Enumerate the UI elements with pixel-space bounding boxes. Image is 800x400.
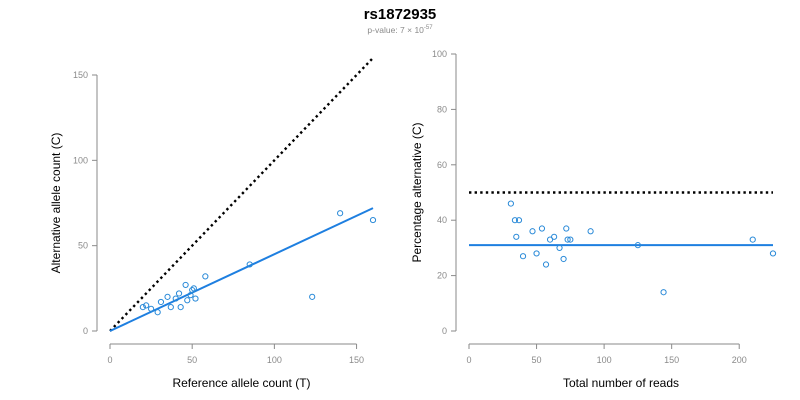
x-tick-label: 100 xyxy=(267,355,282,365)
data-point xyxy=(560,255,567,263)
data-point xyxy=(519,253,527,260)
x-tick-label: 0 xyxy=(466,355,471,365)
data-point xyxy=(147,305,155,312)
data-point xyxy=(157,298,165,306)
x-tick-label: 150 xyxy=(349,355,364,365)
data-point xyxy=(564,236,571,243)
y-tick-label: 150 xyxy=(73,70,88,80)
reference-line xyxy=(109,57,374,332)
data-point xyxy=(369,216,377,224)
y-tick-label: 50 xyxy=(78,241,88,251)
data-point xyxy=(143,302,150,309)
p-value-exponent: -57 xyxy=(424,25,433,31)
data-point xyxy=(246,261,253,268)
x-tick-label: 0 xyxy=(107,355,112,365)
data-point xyxy=(515,217,523,224)
data-point xyxy=(529,228,536,235)
data-point xyxy=(511,217,519,224)
chart-subtitle: p-value: 7 × 10-57 xyxy=(367,25,433,35)
y-tick-label: 100 xyxy=(73,155,88,165)
x-axis-title: Total number of reads xyxy=(563,376,679,390)
y-tick-label: 60 xyxy=(437,160,447,170)
data-point xyxy=(164,293,171,300)
data-point xyxy=(189,286,196,294)
data-point xyxy=(533,250,540,257)
x-tick-label: 150 xyxy=(664,355,679,365)
y-tick-label: 40 xyxy=(437,215,447,225)
data-point xyxy=(167,304,174,311)
y-tick-label: 0 xyxy=(442,326,447,336)
data-point xyxy=(567,236,574,243)
y-tick-label: 100 xyxy=(432,49,447,59)
x-tick-label: 200 xyxy=(732,355,747,365)
data-point xyxy=(507,200,514,207)
data-point xyxy=(542,261,550,268)
data-point xyxy=(749,236,756,243)
y-tick-label: 20 xyxy=(437,271,447,281)
data-point xyxy=(182,281,189,289)
data-point xyxy=(184,297,191,304)
data-point xyxy=(660,289,667,296)
data-point xyxy=(587,228,594,235)
data-point xyxy=(551,233,558,240)
data-point xyxy=(546,236,554,243)
fit-line xyxy=(109,207,374,332)
y-tick-label: 0 xyxy=(83,326,88,336)
y-axis-title: Alternative allele count (C) xyxy=(49,133,63,274)
data-point xyxy=(154,309,161,316)
percentage-alternative-scatter-panel: 0 20 40 60 80 100 0 50 100 150 200 Total number of … xyxy=(410,49,777,390)
data-point xyxy=(190,285,197,292)
data-point xyxy=(634,242,641,249)
data-point xyxy=(309,293,316,300)
data-point xyxy=(177,304,184,311)
data-point xyxy=(139,304,146,311)
data-point xyxy=(513,233,520,240)
y-axis-title: Percentage alternative (C) xyxy=(410,122,424,262)
x-axis-title: Reference allele count (T) xyxy=(172,376,310,390)
x-tick-label: 100 xyxy=(597,355,612,365)
data-point xyxy=(337,210,344,217)
x-tick-label: 50 xyxy=(532,355,542,365)
data-point xyxy=(202,273,209,280)
chart-title: rs1872935 xyxy=(364,6,437,23)
data-point xyxy=(769,250,777,257)
data-point xyxy=(538,225,546,232)
data-point xyxy=(175,290,183,297)
data-point xyxy=(563,225,570,232)
allele-count-scatter-panel: 0 50 100 150 0 50 100 150 Reference allele count… xyxy=(49,57,377,390)
y-tick-label: 80 xyxy=(437,104,447,114)
data-point xyxy=(192,295,199,302)
p-value-label: p-value: 7 × 10 xyxy=(367,25,424,35)
x-tick-label: 50 xyxy=(187,355,197,365)
data-point xyxy=(172,295,179,302)
data-point xyxy=(556,244,563,251)
